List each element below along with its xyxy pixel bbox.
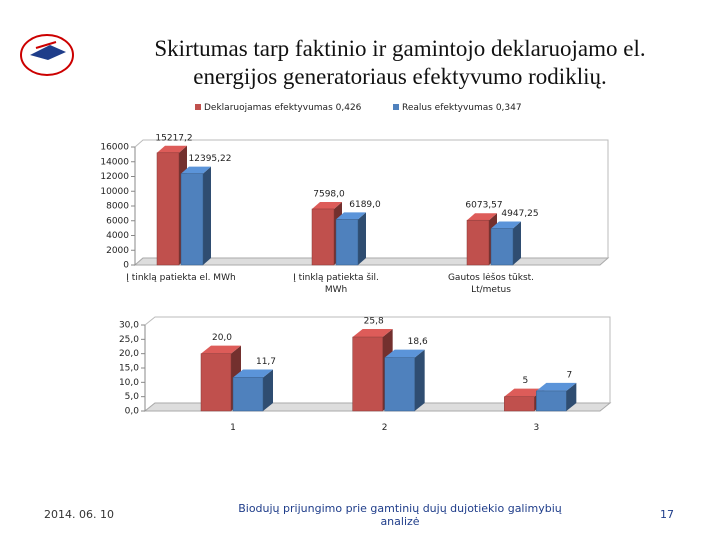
bar bbox=[352, 336, 383, 412]
bar bbox=[536, 390, 567, 412]
bar bbox=[311, 208, 335, 266]
bar-top bbox=[201, 345, 241, 354]
bar bbox=[180, 173, 204, 266]
footer-date: 2014. 06. 10 bbox=[44, 508, 114, 521]
x-tick-label: 2 bbox=[381, 423, 388, 433]
bar-top bbox=[536, 382, 577, 391]
bar-top bbox=[384, 349, 425, 358]
logo-ring bbox=[20, 34, 74, 76]
y-tick-label: 10000 bbox=[100, 187, 129, 197]
bar bbox=[232, 377, 264, 412]
value-label: 7 bbox=[566, 370, 572, 380]
y-tick-label: 0,0 bbox=[125, 407, 140, 417]
bar bbox=[156, 152, 180, 266]
y-tick-label: 15,0 bbox=[119, 364, 139, 374]
y-tick-label: 14000 bbox=[100, 157, 129, 167]
y-tick-label: 30,0 bbox=[119, 321, 139, 331]
bar-top bbox=[467, 213, 497, 221]
value-label: 18,6 bbox=[408, 337, 428, 347]
y-tick-label: 20,0 bbox=[119, 349, 139, 359]
bar bbox=[200, 353, 232, 412]
y-tick-label: 4000 bbox=[106, 231, 129, 241]
bar-top bbox=[233, 369, 273, 378]
x-tick-label: Į tinklą patiekta šil. MWh bbox=[293, 273, 379, 295]
slide-title: Skirtumas tarp faktinio ir gamintojo dek… bbox=[154, 36, 646, 61]
bar-side bbox=[203, 166, 211, 265]
logo-stroke bbox=[35, 41, 57, 49]
bar-top bbox=[312, 201, 342, 209]
page-number: 17 bbox=[660, 508, 674, 521]
bar-top bbox=[336, 212, 366, 220]
bar-side bbox=[263, 369, 273, 411]
y-tick-label: 5,0 bbox=[125, 392, 140, 402]
bar-top bbox=[157, 145, 187, 153]
bar-side bbox=[513, 221, 521, 265]
bar bbox=[490, 228, 514, 266]
bar-side bbox=[358, 212, 366, 265]
x-tick-label: Į tinklą patiekta el. MWh bbox=[126, 273, 236, 283]
value-label: 4947,25 bbox=[501, 209, 538, 219]
value-label: 15217,2 bbox=[155, 133, 192, 143]
legend-label: Deklaruojamas efektyvumas 0,426 bbox=[204, 103, 362, 113]
legend-swatch bbox=[393, 104, 399, 110]
bar-side bbox=[566, 382, 577, 411]
value-label: 6073,57 bbox=[465, 201, 502, 211]
value-label: 25,8 bbox=[364, 317, 384, 327]
slide-title: energijos generatoriaus efektyvumo rodik… bbox=[193, 64, 607, 89]
value-label: 5 bbox=[522, 376, 528, 386]
y-tick-label: 10,0 bbox=[119, 378, 139, 388]
bar bbox=[466, 219, 490, 266]
legend-swatch bbox=[195, 104, 201, 110]
y-tick-label: 0 bbox=[123, 261, 129, 271]
x-tick-label: Gautos lėšos tūkst. Lt/metus bbox=[447, 273, 535, 295]
y-tick-label: 6000 bbox=[106, 216, 129, 226]
value-label: 6189,0 bbox=[349, 200, 381, 210]
y-tick-label: 16000 bbox=[100, 143, 129, 153]
bar-top bbox=[352, 329, 393, 338]
logo bbox=[20, 34, 74, 76]
bar-side bbox=[414, 349, 425, 411]
bar-top bbox=[181, 166, 211, 174]
bar bbox=[504, 396, 535, 412]
logo-shape bbox=[30, 45, 66, 60]
y-tick-label: 8000 bbox=[106, 202, 129, 212]
footer-text: Biodujų prijungimo prie gamtinių dujų du… bbox=[238, 502, 562, 528]
value-label: 11,7 bbox=[256, 357, 276, 367]
y-tick-label: 12000 bbox=[100, 172, 129, 182]
x-tick-label: 3 bbox=[533, 423, 540, 433]
y-tick-label: 25,0 bbox=[119, 335, 139, 345]
legend-label: Realus efektyvumas 0,347 bbox=[402, 103, 522, 113]
value-label: 12395,22 bbox=[189, 154, 232, 164]
value-label: 20,0 bbox=[212, 333, 232, 343]
bar-top bbox=[491, 221, 521, 229]
bar-top bbox=[504, 388, 545, 397]
value-label: 7598,0 bbox=[313, 189, 345, 199]
bar bbox=[335, 219, 359, 266]
x-tick-label: 1 bbox=[230, 423, 236, 433]
y-tick-label: 2000 bbox=[106, 246, 129, 256]
bar bbox=[384, 357, 415, 412]
